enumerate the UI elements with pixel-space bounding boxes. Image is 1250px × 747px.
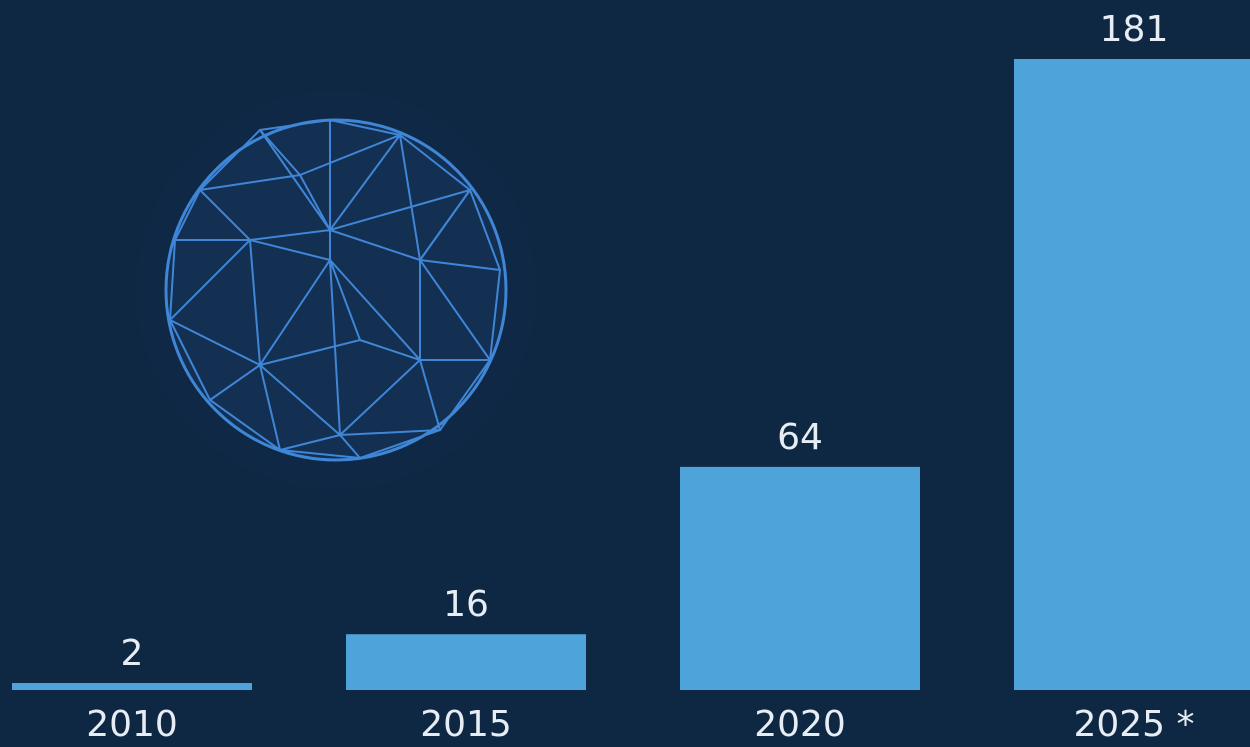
globe-illustration	[136, 90, 536, 490]
bar	[12, 683, 252, 690]
bar	[1014, 59, 1250, 690]
value-label: 16	[443, 584, 489, 625]
x-tick-label: 2015	[420, 704, 512, 745]
bar	[680, 466, 920, 690]
value-label: 2	[121, 633, 144, 674]
x-tick-label: 2010	[86, 704, 178, 745]
x-tick-label: 2025 *	[1073, 704, 1194, 745]
bar	[346, 634, 586, 690]
x-tick-label: 2020	[754, 704, 846, 745]
value-label: 64	[777, 417, 823, 458]
value-label: 181	[1100, 9, 1169, 50]
